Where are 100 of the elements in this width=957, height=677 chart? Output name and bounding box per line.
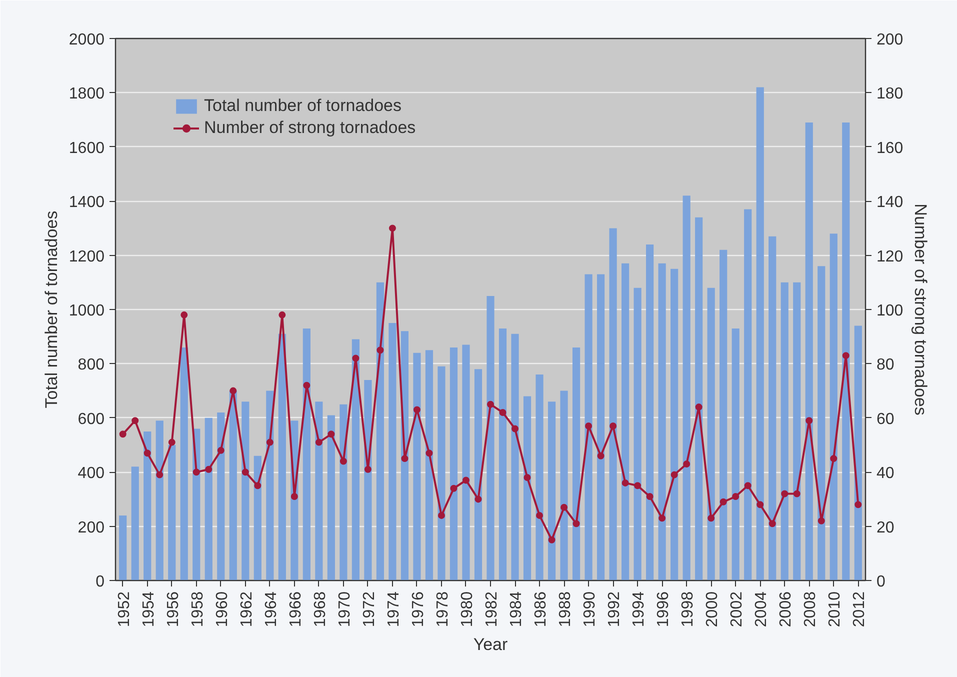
y-tick-label: 1600 bbox=[68, 140, 105, 157]
bar bbox=[340, 404, 348, 580]
bar bbox=[315, 402, 323, 580]
x-tick-label: 1968 bbox=[312, 591, 329, 628]
y2-tick-label: 60 bbox=[876, 410, 894, 428]
x-tick-label: 2008 bbox=[802, 591, 820, 628]
y-tick-label: 400 bbox=[78, 465, 105, 482]
bar bbox=[768, 236, 776, 580]
bar bbox=[622, 263, 630, 580]
x-tick-label: 2012 bbox=[851, 591, 868, 628]
bar bbox=[180, 347, 188, 580]
y2-tick-label: 40 bbox=[876, 465, 894, 482]
bar bbox=[131, 466, 139, 580]
bar bbox=[156, 420, 164, 580]
bar bbox=[609, 228, 617, 580]
y2-tick-label: 140 bbox=[876, 194, 904, 212]
bar bbox=[646, 244, 654, 580]
x-tick-label: 2010 bbox=[826, 591, 844, 628]
y2-tick-label: 100 bbox=[876, 302, 904, 320]
bar bbox=[462, 344, 470, 580]
y-tick-label: 200 bbox=[78, 519, 105, 536]
x-tick-label: 1954 bbox=[140, 591, 158, 628]
y2-tick-label: 160 bbox=[876, 140, 904, 157]
bar bbox=[474, 369, 482, 580]
x-tick-label: 1994 bbox=[630, 591, 648, 628]
bar bbox=[425, 350, 434, 580]
legend-label: Number of strong tornadoes bbox=[204, 118, 416, 138]
bar bbox=[854, 326, 862, 580]
x-tick-label: 1976 bbox=[410, 591, 427, 628]
bar bbox=[560, 390, 568, 580]
x-tick-label: 2002 bbox=[728, 591, 746, 628]
bar bbox=[793, 282, 801, 580]
x-tick-label: 1956 bbox=[164, 591, 182, 628]
x-tick-label: 1998 bbox=[680, 591, 697, 628]
bar bbox=[217, 412, 225, 580]
bar bbox=[744, 209, 752, 580]
x-tick-label: 1970 bbox=[336, 591, 354, 628]
bar bbox=[498, 328, 507, 580]
x-tick-label: 2006 bbox=[778, 591, 795, 628]
bar bbox=[756, 87, 764, 580]
bar bbox=[192, 428, 200, 580]
bar bbox=[805, 122, 813, 580]
bar bbox=[670, 268, 678, 580]
bar bbox=[204, 418, 212, 580]
y-tick-label: 1800 bbox=[68, 86, 105, 103]
bar bbox=[732, 328, 740, 580]
x-tick-label: 1960 bbox=[214, 591, 231, 628]
bar bbox=[658, 263, 666, 580]
x-tick-label: 1980 bbox=[458, 591, 476, 628]
y-tick-label: 2000 bbox=[68, 32, 105, 48]
bar bbox=[707, 288, 715, 580]
x-tick-label: 1972 bbox=[360, 591, 378, 628]
bar bbox=[584, 274, 592, 580]
bar bbox=[682, 196, 690, 580]
x-tick-label: 1984 bbox=[508, 591, 526, 628]
y-tick-label: 0 bbox=[96, 574, 105, 590]
legend-label: Total number of tornadoes bbox=[204, 96, 402, 116]
bar bbox=[596, 274, 605, 580]
bar bbox=[388, 323, 396, 580]
bar bbox=[830, 234, 838, 580]
x-tick-label: 1966 bbox=[287, 591, 304, 628]
bar bbox=[842, 122, 850, 580]
bar bbox=[144, 431, 152, 580]
x-tick-label: 1988 bbox=[557, 591, 574, 628]
bar bbox=[242, 402, 250, 580]
y2-axis-title: Number of strong tornadoes bbox=[911, 204, 930, 416]
bar bbox=[327, 415, 335, 580]
y-tick-label: 1200 bbox=[68, 248, 105, 266]
x-tick-label: 1982 bbox=[484, 591, 500, 628]
bar bbox=[780, 282, 788, 580]
y2-tick-label: 20 bbox=[876, 519, 894, 536]
x-tick-label: 1996 bbox=[655, 591, 672, 628]
bar bbox=[511, 334, 519, 580]
bar bbox=[720, 250, 728, 580]
bar bbox=[818, 266, 826, 580]
y2-tick-label: 120 bbox=[876, 248, 904, 266]
bar bbox=[523, 396, 532, 580]
bar bbox=[450, 347, 458, 580]
x-tick-label: 1990 bbox=[582, 591, 599, 628]
y-tick-label: 1000 bbox=[68, 302, 105, 320]
bar bbox=[536, 374, 544, 580]
bar bbox=[572, 347, 580, 580]
bar bbox=[438, 366, 446, 580]
bar bbox=[634, 288, 642, 580]
y2-tick-label: 0 bbox=[876, 574, 886, 590]
y2-tick-label: 180 bbox=[876, 86, 904, 103]
x-tick-label: 1958 bbox=[189, 591, 206, 628]
bar bbox=[254, 456, 262, 580]
x-tick-label: 1978 bbox=[434, 591, 452, 628]
y2-tick-label: 80 bbox=[876, 356, 894, 374]
x-tick-label: 1964 bbox=[262, 591, 280, 628]
x-tick-label: 1986 bbox=[532, 591, 550, 628]
bar bbox=[352, 339, 360, 580]
x-tick-label: 2004 bbox=[753, 591, 770, 628]
bar bbox=[376, 282, 384, 580]
x-tick-label: 1952 bbox=[116, 591, 133, 628]
bar bbox=[278, 334, 286, 580]
y-tick-label: 600 bbox=[78, 410, 105, 428]
bar bbox=[119, 515, 127, 580]
y-tick-label: 1400 bbox=[68, 194, 105, 212]
